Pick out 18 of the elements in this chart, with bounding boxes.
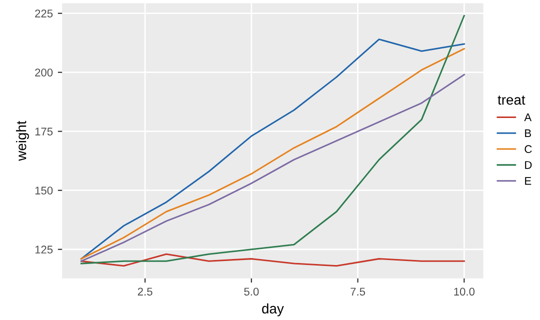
y-tick-label: 125 <box>35 246 53 254</box>
legend-label: E <box>525 177 532 185</box>
x-tick-label: 5.0 <box>244 288 259 296</box>
y-tick-label: 175 <box>35 128 53 136</box>
x-tick-label: 2.5 <box>138 288 152 296</box>
y-tick-label: 150 <box>35 186 53 194</box>
legend-label: A <box>524 113 532 122</box>
x-axis-title: day <box>262 303 284 316</box>
y-tick-label: 200 <box>35 68 53 76</box>
x-tick-label: 7.5 <box>350 288 366 296</box>
y-tick-label: 225 <box>35 10 53 18</box>
line-series <box>80 253 465 267</box>
legend-title: treat <box>498 96 526 105</box>
legend-label: C <box>524 145 532 154</box>
legend-label: B <box>525 129 532 138</box>
x-tick-label: 10.0 <box>454 288 475 296</box>
y-axis-title: weight <box>16 120 29 161</box>
legend-label: D <box>525 161 532 169</box>
